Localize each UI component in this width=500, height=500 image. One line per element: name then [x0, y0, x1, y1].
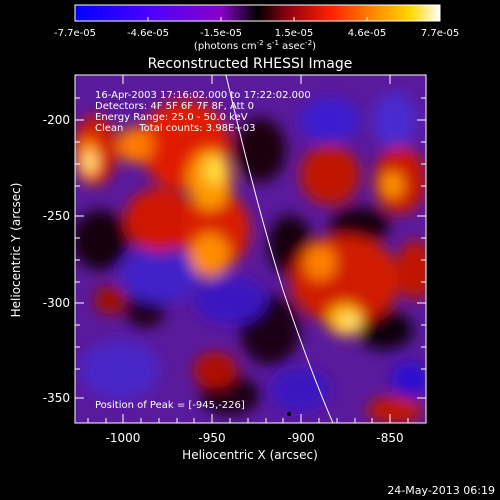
solar-limb-line [225, 75, 334, 423]
info-line-clean: Clean Total counts: 3.98E+03 [95, 123, 255, 134]
rhessi-image [75, 75, 426, 423]
y-axis-ticks [75, 97, 426, 399]
colorbar-gradient [74, 4, 441, 22]
x-axis-label: Heliocentric X (arcsec) [182, 448, 318, 462]
info-line-time: 16-Apr-2003 17:16:02.000 to 17:22:02.000 [95, 90, 311, 101]
peak-marker [287, 412, 291, 416]
peak-position-text: Position of Peak = [-945,-226] [95, 400, 245, 411]
colorbar: -7.7e-05 -4.6e-05 -1.5e-05 1.5e-05 4.6e-… [54, 4, 459, 52]
x-tick-label: -950 [198, 431, 225, 445]
colorbar-unit-label: (photons cm-2 s-1 asec-2) [194, 39, 316, 52]
y-tick-label: -300 [43, 296, 70, 310]
x-tick-label: -900 [287, 431, 314, 445]
colorbar-tick-label: -7.7e-05 [54, 28, 96, 39]
y-tick-label: -200 [43, 113, 70, 127]
x-tick-label: -850 [376, 431, 403, 445]
info-line-energy: Energy Range: 25.0 - 50.0 keV [95, 112, 248, 123]
plot-title: Reconstructed RHESSI Image [148, 56, 353, 72]
x-axis-ticks [87, 75, 409, 423]
colorbar-tick-label: 1.5e-05 [275, 28, 313, 39]
y-tick-label: -250 [43, 209, 70, 223]
info-line-detectors: Detectors: 4F 5F 6F 7F 8F, Att 0 [95, 101, 254, 112]
colorbar-tick-label: 7.7e-05 [421, 28, 459, 39]
x-tick-label: -1000 [106, 431, 141, 445]
footer-date: 24-May-2013 06:19 [387, 484, 495, 497]
plot-frame [74, 74, 427, 424]
colorbar-tick-label: -1.5e-05 [200, 28, 242, 39]
info-text-block: 16-Apr-2003 17:16:02.000 to 17:22:02.000… [95, 90, 311, 134]
y-axis-label: Heliocentric Y (arcsec) [9, 183, 23, 318]
colorbar-tick-label: 4.6e-05 [348, 28, 386, 39]
colorbar-tick-label: -4.6e-05 [127, 28, 169, 39]
y-tick-label: -350 [43, 391, 70, 405]
